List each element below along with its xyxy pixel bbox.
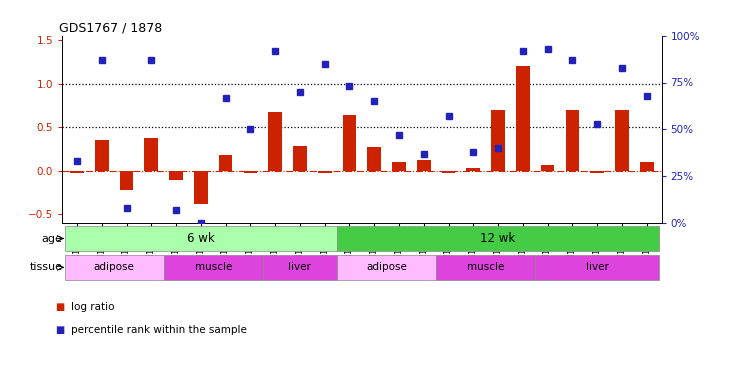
Bar [615,110,629,171]
Text: liver: liver [586,262,609,272]
Text: age: age [42,234,63,243]
Bar [436,255,535,280]
Bar [164,255,262,280]
Bar [466,168,480,171]
Text: GDS1767 / 1878: GDS1767 / 1878 [59,21,162,34]
Bar [343,115,356,171]
Bar [64,255,164,280]
Bar [417,160,431,171]
Bar [337,255,436,280]
Bar [262,255,337,280]
Bar [170,171,183,180]
Text: ■: ■ [55,325,64,334]
Bar [194,171,208,204]
Bar [442,171,455,172]
Bar [95,140,109,171]
Text: adipose: adipose [94,262,135,272]
Bar [268,112,282,171]
Bar [219,155,232,171]
Text: 12 wk: 12 wk [480,232,515,245]
Bar [591,171,604,172]
Bar [640,162,654,171]
Text: muscle: muscle [194,262,232,272]
Bar [293,146,307,171]
Bar [368,147,381,171]
Text: ■: ■ [55,302,64,312]
Text: adipose: adipose [366,262,407,272]
Bar [535,255,659,280]
Bar [64,226,337,251]
Text: muscle: muscle [467,262,504,272]
Bar [145,138,158,171]
Bar [243,171,257,172]
Bar [566,110,579,171]
Bar [393,162,406,171]
Bar [516,66,530,171]
Bar [318,171,331,172]
Bar [120,171,133,190]
Text: liver: liver [289,262,311,272]
Text: tissue: tissue [30,262,63,272]
Bar [491,110,505,171]
Bar [337,226,659,251]
Text: log ratio: log ratio [71,302,115,312]
Text: percentile rank within the sample: percentile rank within the sample [71,325,247,334]
Bar [541,165,554,171]
Bar [70,171,84,173]
Text: 6 wk: 6 wk [187,232,215,245]
